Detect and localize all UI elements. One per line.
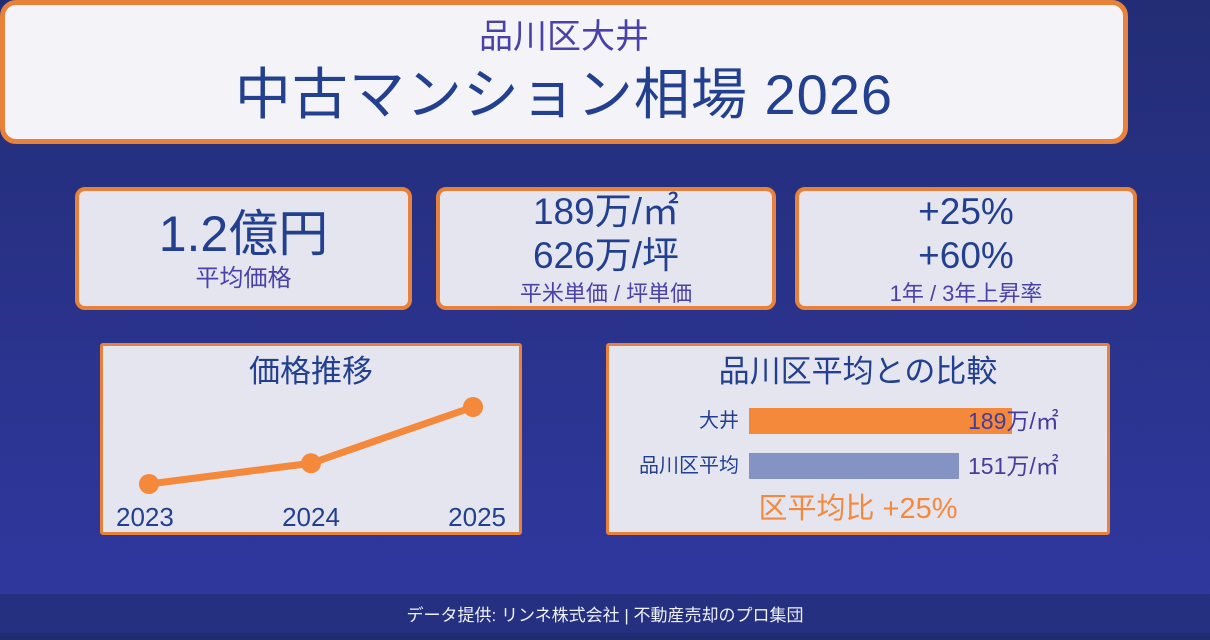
- vs-average-note: 区平均比 +25%: [758, 493, 958, 525]
- page-title: 中古マンション相場 2026: [234, 63, 894, 126]
- compare-bar: [749, 453, 959, 479]
- footer-bottom-edge: [0, 633, 1210, 640]
- bar-value-shinagawa-avg: 151万/㎡: [968, 453, 1059, 479]
- stat-caption-average-price: 平均価格: [195, 264, 292, 292]
- data-credit: データ提供: リンネ株式会社 | 不動産売却のプロ集団: [406, 605, 804, 625]
- stat-value-price-per-sqm: 189万/㎡: [532, 190, 679, 232]
- comparison-chart-card: 品川区平均との比較 大井 189万/㎡ 品川区平均 151万/㎡ 区平均比 +2…: [606, 343, 1110, 535]
- comparison-row-oi: 大井 189万/㎡: [609, 408, 1107, 434]
- x-tick-2024: 2024: [282, 502, 340, 532]
- stat-card-unit-price: 189万/㎡ 626万/坪 平米単価 / 坪単価: [436, 187, 776, 310]
- compare-bar: [749, 408, 1012, 434]
- stat-caption-unit-price: 平米単価 / 坪単価: [519, 280, 693, 306]
- stat-card-growth-rate: +25% +60% 1年 / 3年上昇率: [795, 187, 1137, 310]
- bar-label-oi: 大井: [699, 410, 739, 432]
- stat-value-average-price: 1.2億円: [158, 205, 329, 262]
- header-card: 品川区大井 中古マンション相場 2026: [0, 0, 1128, 144]
- x-tick-2025: 2025: [448, 502, 506, 532]
- footer-bar: データ提供: リンネ株式会社 | 不動産売却のプロ集団: [0, 594, 1210, 640]
- stat-caption-growth-rate: 1年 / 3年上昇率: [889, 280, 1043, 306]
- stat-value-1yr-growth: +25%: [918, 190, 1014, 232]
- bar-label-shinagawa-avg: 品川区平均: [639, 455, 739, 477]
- x-tick-2023: 2023: [116, 502, 174, 532]
- comparison-chart-title: 品川区平均との比較: [718, 354, 998, 389]
- stat-card-average-price: 1.2億円 平均価格: [75, 187, 412, 310]
- trend-chart-title: 価格推移: [249, 354, 373, 389]
- trend-line-svg: [139, 397, 483, 494]
- trend-x-axis: 2023 2024 2025: [116, 504, 506, 530]
- trend-chart-card: 価格推移 2023 2024 2025: [100, 343, 522, 535]
- stat-value-price-per-tsubo: 626万/坪: [532, 234, 679, 276]
- comparison-row-shinagawa-avg: 品川区平均 151万/㎡: [609, 453, 1107, 479]
- area-subtitle: 品川区大井: [479, 18, 649, 56]
- stat-value-3yr-growth: +60%: [918, 234, 1014, 276]
- bar-value-oi: 189万/㎡: [968, 408, 1059, 434]
